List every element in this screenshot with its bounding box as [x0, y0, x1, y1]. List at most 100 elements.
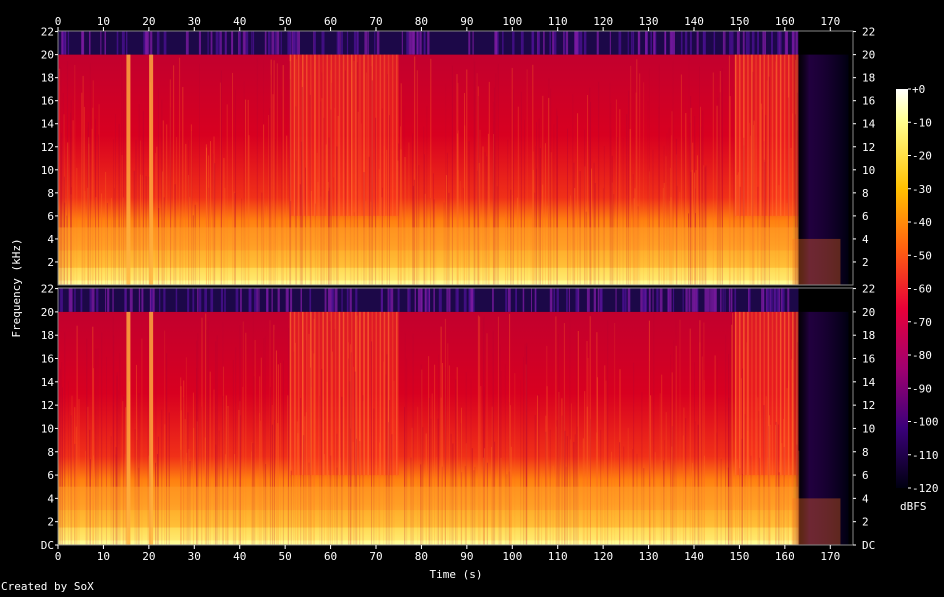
texture-stripe	[464, 125, 466, 285]
texture-stripe	[497, 316, 499, 545]
texture-stripe	[751, 129, 753, 285]
colorbar-tick-label: -40	[912, 216, 932, 229]
texture-stripe	[207, 321, 209, 545]
texture-stripe	[387, 74, 388, 285]
texture-stripe	[60, 67, 62, 285]
texture-stripe	[597, 377, 598, 545]
texture-stripe	[685, 418, 687, 545]
texture-stripe	[653, 312, 655, 545]
texture-stripe	[273, 329, 275, 545]
high-band-stripe	[627, 288, 631, 312]
texture-stripe	[712, 72, 714, 285]
texture-stripe	[700, 106, 701, 285]
y-tick-label: 20	[862, 49, 875, 62]
texture-stripe	[89, 63, 91, 285]
high-band-stripe	[728, 288, 731, 312]
texture-stripe	[136, 364, 137, 545]
high-band-stripe	[291, 31, 294, 55]
high-band-stripe	[535, 288, 537, 312]
high-band-stripe	[290, 288, 293, 312]
texture-stripe	[78, 399, 80, 545]
y-tick-label: 14	[41, 376, 55, 389]
dense-stripe	[326, 54, 328, 216]
texture-stripe	[75, 426, 77, 545]
texture-stripe	[260, 357, 262, 545]
texture-stripe	[87, 127, 89, 285]
texture-stripe	[280, 362, 282, 545]
high-band-stripe	[112, 288, 114, 312]
texture-stripe	[610, 128, 612, 285]
texture-stripe	[273, 60, 275, 285]
high-band-stripe	[175, 288, 178, 312]
texture-stripe	[499, 344, 501, 545]
high-band-stripe	[787, 288, 790, 312]
texture-stripe	[370, 66, 372, 285]
texture-stripe	[517, 106, 519, 285]
texture-stripe	[60, 132, 62, 285]
texture-stripe	[609, 82, 611, 286]
texture-stripe	[466, 69, 468, 285]
texture-stripe	[697, 424, 699, 545]
texture-stripe	[658, 106, 660, 286]
texture-stripe	[61, 146, 63, 285]
y-tick-label: 10	[862, 164, 875, 177]
dense-stripe	[289, 311, 292, 476]
y-tick-label: 22	[41, 283, 54, 296]
texture-stripe	[728, 350, 730, 545]
texture-stripe	[264, 336, 266, 545]
high-band-stripe	[374, 31, 376, 55]
texture-stripe	[270, 74, 272, 286]
dense-stripe	[763, 54, 765, 216]
high-band-stripe	[126, 31, 128, 55]
texture-stripe	[430, 58, 432, 285]
texture-stripe	[135, 139, 137, 285]
texture-stripe	[753, 125, 754, 285]
high-band-stripe	[138, 288, 141, 312]
high-band-stripe	[300, 288, 302, 312]
low-band	[58, 486, 799, 511]
texture-stripe	[168, 412, 170, 545]
texture-stripe	[360, 123, 362, 285]
texture-stripe	[748, 122, 750, 285]
texture-stripe	[563, 323, 565, 545]
y-tick-label: 16	[41, 95, 54, 108]
x-tick-label: 150	[729, 550, 749, 563]
high-band-stripe	[277, 288, 280, 312]
high-band-stripe	[777, 288, 780, 312]
texture-stripe	[717, 97, 719, 285]
texture-stripe	[348, 342, 349, 545]
high-band-stripe	[667, 288, 670, 312]
x-tick-label: 90	[460, 15, 473, 28]
texture-stripe	[790, 147, 792, 285]
texture-stripe	[700, 126, 702, 285]
high-band-stripe	[669, 288, 672, 312]
texture-stripe	[669, 167, 671, 285]
texture-stripe	[740, 378, 742, 545]
texture-stripe	[192, 392, 194, 545]
y-tick-label: 16	[862, 353, 875, 366]
high-band-stripe	[143, 31, 146, 55]
high-band-stripe	[691, 288, 694, 312]
texture-stripe	[406, 358, 408, 545]
texture-stripe	[690, 96, 692, 285]
texture-stripe	[577, 113, 579, 285]
texture-stripe	[268, 115, 270, 285]
high-band-stripe	[495, 31, 498, 55]
texture-stripe	[269, 108, 271, 285]
texture-stripe	[532, 151, 534, 285]
texture-stripe	[614, 323, 616, 545]
y-tick-label: 6	[47, 210, 54, 223]
texture-stripe	[253, 376, 255, 545]
high-band-stripe	[446, 288, 448, 312]
texture-stripe	[526, 69, 528, 286]
texture-stripe	[416, 114, 418, 285]
texture-stripe	[491, 406, 493, 545]
y-tick-label: 4	[47, 492, 54, 505]
texture-stripe	[556, 111, 558, 285]
texture-stripe	[643, 82, 645, 285]
x-tick-label: 20	[142, 15, 155, 28]
dense-stripe	[767, 311, 770, 476]
high-band-stripe	[356, 31, 359, 55]
texture-stripe	[652, 149, 654, 285]
high-band-stripe	[254, 288, 257, 312]
